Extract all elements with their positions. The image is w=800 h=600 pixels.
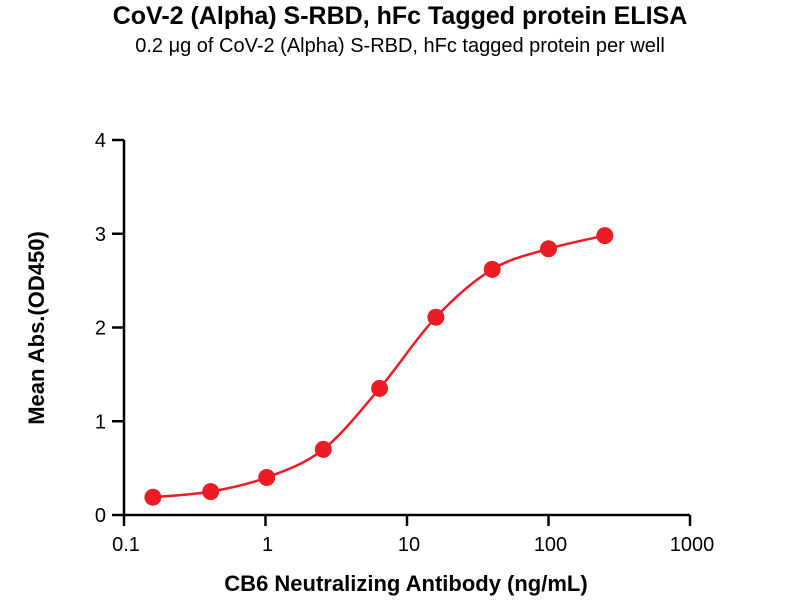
data-point xyxy=(596,227,614,245)
axes-layer: 0 1 2 3 4 0.1 1 10 100 1000 xyxy=(95,130,714,556)
x-tick-label: 1 xyxy=(262,534,273,556)
y-tick-label: 0 xyxy=(95,505,106,527)
fit-curve xyxy=(152,234,606,499)
chart-subtitle: 0.2 μg of CoV-2 (Alpha) S-RBD, hFc tagge… xyxy=(135,35,665,57)
x-tick-label: 0.1 xyxy=(112,534,140,556)
y-tick-label: 2 xyxy=(95,318,106,340)
data-point xyxy=(314,440,332,458)
x-tick-label: 10 xyxy=(398,534,420,556)
data-point xyxy=(144,488,162,506)
data-point xyxy=(258,469,276,486)
y-tick-label: 4 xyxy=(95,130,106,152)
data-point xyxy=(483,260,501,278)
data-point xyxy=(371,379,389,397)
data-point xyxy=(540,240,557,258)
series-layer xyxy=(144,227,614,506)
x-tick-label: 100 xyxy=(534,534,567,556)
y-axis-label: Mean Abs.(OD450) xyxy=(24,231,49,425)
data-point xyxy=(427,308,445,326)
x-axis-label: CB6 Neutralizing Antibody (ng/mL) xyxy=(224,571,587,596)
data-point xyxy=(202,483,220,501)
y-tick-label: 3 xyxy=(95,224,106,246)
axis-spines xyxy=(122,140,690,517)
x-tick-label: 1000 xyxy=(670,534,715,556)
chart-title: CoV-2 (Alpha) S-RBD, hFc Tagged protein … xyxy=(113,2,688,30)
y-tick-label: 1 xyxy=(95,411,106,433)
